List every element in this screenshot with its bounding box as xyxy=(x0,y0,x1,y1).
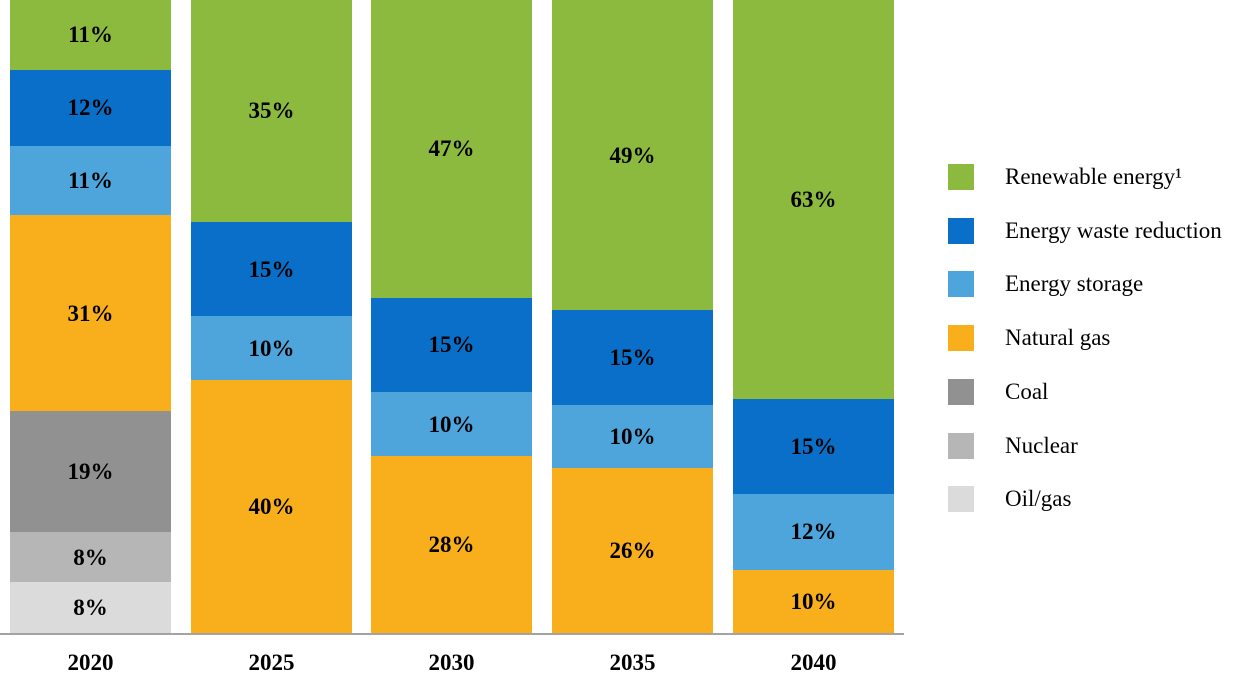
percent-label: 49% xyxy=(609,142,656,168)
bar-segment: 12% xyxy=(733,493,894,570)
percent-label: 47% xyxy=(428,136,475,162)
legend-item: Coal xyxy=(948,378,1048,405)
percent-label: 28% xyxy=(428,531,475,557)
legend-label: Coal xyxy=(1005,379,1049,404)
x-axis-label: 2025 xyxy=(248,650,295,675)
legend-label: Energy waste reduction xyxy=(1005,218,1222,243)
bar-segment: 63% xyxy=(733,0,894,399)
bar-segment: 11% xyxy=(10,145,171,216)
bar-segment: 15% xyxy=(191,221,352,317)
legend-label: Nuclear xyxy=(1005,433,1078,458)
bar-segment: 15% xyxy=(371,297,532,393)
legend: Renewable energy¹ Energy waste reduction E… xyxy=(948,163,1250,523)
percent-label: 15% xyxy=(428,332,475,358)
percent-label: 19% xyxy=(67,459,114,485)
percent-label: 12% xyxy=(67,95,114,121)
bar-segment: 10% xyxy=(191,316,352,380)
bar-segment: 15% xyxy=(552,310,713,406)
bar-segment: 8% xyxy=(10,531,171,583)
bar-segment: 26% xyxy=(552,468,713,633)
legend-swatch xyxy=(948,485,974,512)
percent-label: 10% xyxy=(609,424,656,450)
bar-2025: 35% 15% 10% 40% xyxy=(191,0,352,633)
x-axis-label: 2030 xyxy=(428,650,475,675)
bar-segment: 35% xyxy=(191,0,352,222)
legend-label: Natural gas xyxy=(1005,325,1111,350)
x-axis-label: 2035 xyxy=(609,650,656,675)
percent-label: 10% xyxy=(790,588,837,614)
percent-label: 8% xyxy=(73,544,108,570)
bar-2040: 63% 15% 12% 10% xyxy=(733,0,894,633)
bar-segment: 12% xyxy=(10,69,171,146)
bar-segment: 47% xyxy=(371,0,532,298)
bar-segment: 10% xyxy=(733,569,894,633)
bar-segment: 28% xyxy=(371,455,532,633)
x-axis-label: 2040 xyxy=(790,650,837,675)
bar-segment: 40% xyxy=(191,379,352,633)
percent-label: 63% xyxy=(790,186,837,212)
legend-swatch xyxy=(948,378,974,405)
percent-label: 12% xyxy=(790,519,837,545)
legend-item: Oil/gas xyxy=(948,485,1071,512)
bar-segment: 8% xyxy=(10,582,171,633)
plot-area: 11% 12% 11% 31% 19% 8% 8% 35% 15% 10% 40% 47% 15% 10%… xyxy=(10,0,894,633)
percent-label: 15% xyxy=(609,345,656,371)
percent-label: 11% xyxy=(68,22,113,48)
bar-segment: 10% xyxy=(552,405,713,469)
bar-segment: 49% xyxy=(552,0,713,311)
percent-label: 10% xyxy=(428,411,475,437)
percent-label: 8% xyxy=(73,595,108,621)
bar-segment: 19% xyxy=(10,411,171,532)
bar-2030: 47% 15% 10% 28% xyxy=(371,0,532,633)
percent-label: 15% xyxy=(248,256,295,282)
percent-label: 40% xyxy=(248,493,295,519)
legend-swatch xyxy=(948,324,974,351)
x-axis-label: 2020 xyxy=(67,650,114,675)
legend-label: Renewable energy¹ xyxy=(1005,164,1182,189)
legend-label: Energy storage xyxy=(1005,271,1144,296)
percent-label: 15% xyxy=(790,433,837,459)
bar-2035: 49% 15% 10% 26% xyxy=(552,0,713,633)
bar-segment: 15% xyxy=(733,398,894,494)
legend-item: Renewable energy¹ xyxy=(948,163,1182,190)
percent-label: 11% xyxy=(68,167,113,193)
legend-swatch xyxy=(948,217,974,244)
legend-item: Energy waste reduction xyxy=(948,217,1222,244)
legend-swatch xyxy=(948,163,974,190)
legend-item: Nuclear xyxy=(948,432,1078,459)
bar-2020: 11% 12% 11% 31% 19% 8% 8% xyxy=(10,0,171,633)
percent-label: 31% xyxy=(67,300,114,326)
legend-swatch xyxy=(948,270,974,297)
bar-segment: 10% xyxy=(371,392,532,456)
percent-label: 26% xyxy=(609,538,656,564)
bar-segment: 31% xyxy=(10,215,171,412)
x-axis-line xyxy=(0,633,904,635)
percent-label: 10% xyxy=(248,335,295,361)
legend-label: Oil/gas xyxy=(1005,486,1072,511)
bar-segment: 11% xyxy=(10,0,171,70)
legend-swatch xyxy=(948,432,974,459)
legend-item: Natural gas xyxy=(948,324,1110,351)
percent-label: 35% xyxy=(248,98,295,124)
legend-item: Energy storage xyxy=(948,270,1143,297)
